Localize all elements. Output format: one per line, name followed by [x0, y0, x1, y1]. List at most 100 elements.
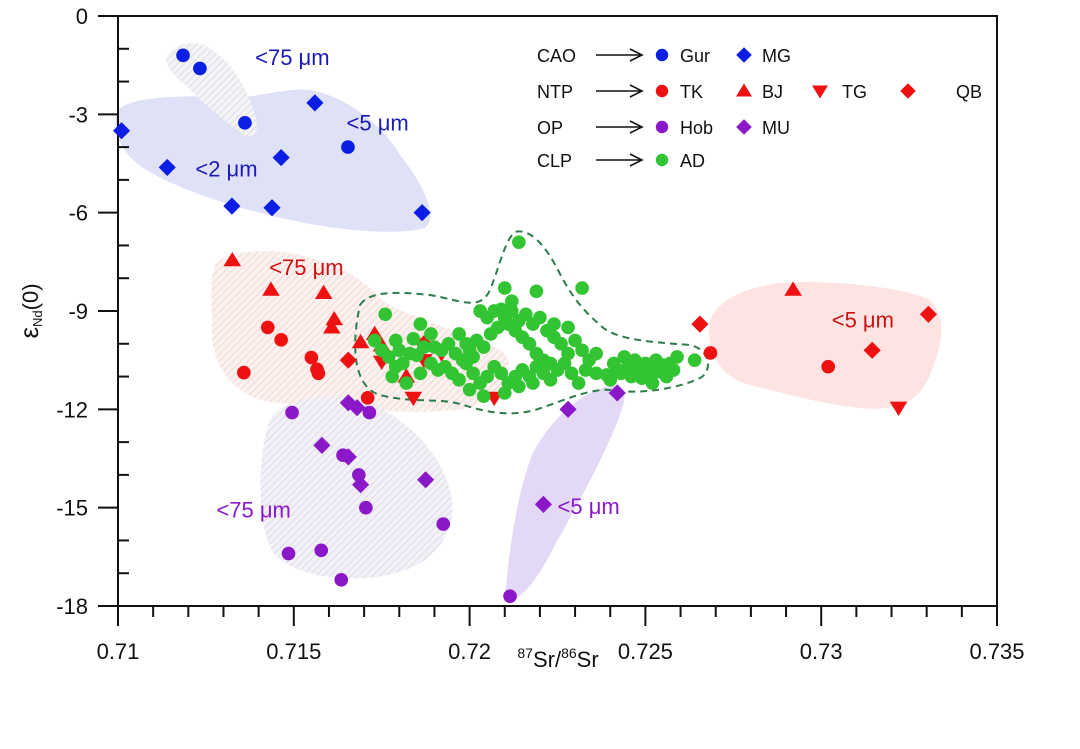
legend-entry-label: Hob [680, 118, 713, 138]
point-ad [687, 353, 702, 367]
series-tk [237, 320, 836, 405]
x-tick-label: 0.725 [618, 639, 673, 664]
point-mg [272, 149, 290, 167]
point-tk [703, 346, 718, 360]
point-ad [367, 333, 382, 348]
region-label: <75 μm [255, 45, 329, 70]
point-ad [494, 302, 509, 317]
point-ad [575, 343, 589, 358]
point-mu [534, 495, 553, 513]
point-mu [352, 476, 370, 494]
point-ad [466, 366, 480, 381]
point-ad [529, 284, 544, 299]
point-ad [543, 356, 558, 371]
data-points [112, 48, 938, 603]
point-ad [459, 336, 473, 351]
point-ad [378, 307, 393, 322]
point-ad [512, 235, 526, 249]
point-mu [313, 436, 331, 454]
legend-marker-hob [655, 120, 669, 134]
point-mu [417, 471, 435, 489]
point-ad [589, 366, 603, 381]
point-qb [919, 305, 938, 323]
point-ad [476, 389, 491, 404]
point-ad [399, 376, 414, 390]
point-gur [176, 48, 190, 63]
point-ad [504, 294, 519, 308]
region-label: <2 μm [195, 157, 257, 182]
region-cao-fine [115, 89, 431, 232]
point-ad [455, 353, 470, 367]
point-ad [670, 350, 684, 364]
point-ad [610, 363, 625, 377]
region-label: <5 μm [832, 307, 894, 332]
point-ad [476, 340, 491, 354]
point-ad [452, 373, 466, 387]
point-tk [260, 320, 275, 335]
legend-entry-label: BJ [762, 82, 783, 102]
point-tk [311, 366, 326, 381]
point-bj [322, 319, 341, 334]
point-mu [348, 399, 366, 417]
point-bj [262, 281, 280, 296]
point-ad [617, 350, 632, 364]
point-hob [436, 517, 451, 531]
region-label: <75 μm [269, 255, 343, 280]
point-tk [274, 333, 288, 347]
point-tk [237, 365, 251, 380]
point-ad [504, 304, 519, 318]
point-ad [494, 366, 509, 381]
point-hob [334, 572, 349, 587]
y-axis-label-tail: (0) [18, 283, 43, 310]
point-hob [359, 500, 373, 515]
point-bj [314, 284, 333, 300]
point-mg [263, 199, 281, 217]
point-ad [413, 317, 428, 331]
point-tk [360, 391, 375, 405]
x-tick-label: 0.715 [266, 639, 321, 664]
point-ad [410, 348, 424, 363]
legend-marker-qb [900, 83, 916, 99]
point-ad [497, 281, 512, 295]
legend-entry-label: TK [680, 82, 703, 102]
point-hob [503, 589, 517, 603]
point-qb [691, 315, 709, 333]
point-ad [568, 333, 582, 348]
arrow-right-icon [629, 153, 644, 167]
y-tick-label: -9 [68, 299, 88, 324]
y-axis-label-sub: Nd [30, 310, 45, 327]
x-axis-label-sup2: 86 [561, 645, 577, 661]
legend-entry-label: TG [842, 82, 867, 102]
legend-entry-label: MU [762, 118, 790, 138]
point-hob [285, 405, 299, 420]
point-ad [564, 366, 579, 381]
point-ad [427, 340, 442, 354]
point-mu [559, 400, 577, 418]
point-ad [452, 327, 466, 341]
point-hob [281, 546, 296, 561]
y-axis-label-epsilon: ε [14, 327, 44, 339]
legend-marker-mu [736, 119, 752, 135]
point-ad [413, 366, 428, 381]
point-ad [392, 343, 407, 358]
point-ad [512, 379, 526, 394]
point-ad [666, 363, 681, 377]
point-ad [381, 350, 396, 364]
x-axis-label: 87Sr/86Sr [517, 645, 598, 672]
point-hob [362, 405, 377, 420]
point-ad [395, 356, 410, 371]
point-ad [466, 350, 480, 364]
series-ad [367, 235, 702, 404]
point-gur [341, 140, 355, 154]
point-ad [490, 320, 505, 335]
region-label: <75 μm [216, 498, 290, 523]
point-mu [608, 384, 626, 402]
point-ad [571, 376, 586, 390]
legend-marker-gur [655, 48, 669, 62]
region-op-fine [505, 385, 625, 601]
point-mg [223, 197, 241, 215]
point-mg [306, 94, 324, 112]
y-tick-label: -3 [68, 102, 88, 127]
x-axis-label-sup1: 87 [517, 645, 533, 661]
